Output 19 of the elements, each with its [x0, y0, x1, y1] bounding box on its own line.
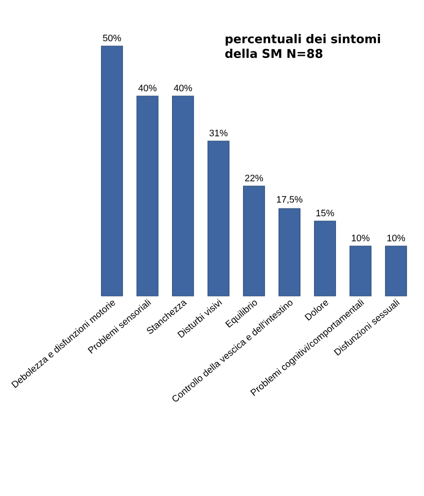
bar: [314, 220, 336, 296]
bar: [350, 246, 372, 296]
bar: [385, 246, 407, 296]
data-label: 10%: [352, 234, 370, 242]
data-label: 17,5%: [276, 196, 302, 204]
data-label: 40%: [138, 84, 156, 92]
bar: [243, 186, 265, 296]
bar: [278, 208, 300, 296]
data-label: 40%: [174, 84, 192, 92]
data-label: 10%: [387, 234, 406, 242]
bar: [136, 96, 158, 296]
bar: [172, 96, 194, 296]
bar: [101, 46, 123, 296]
chart-title: percentuali dei sintomi della SM N=88: [225, 34, 380, 58]
data-label: 15%: [316, 210, 334, 216]
data-label: 50%: [103, 34, 121, 42]
data-label: 22%: [245, 174, 263, 182]
data-label: 31%: [210, 130, 228, 136]
bar: [208, 140, 230, 296]
